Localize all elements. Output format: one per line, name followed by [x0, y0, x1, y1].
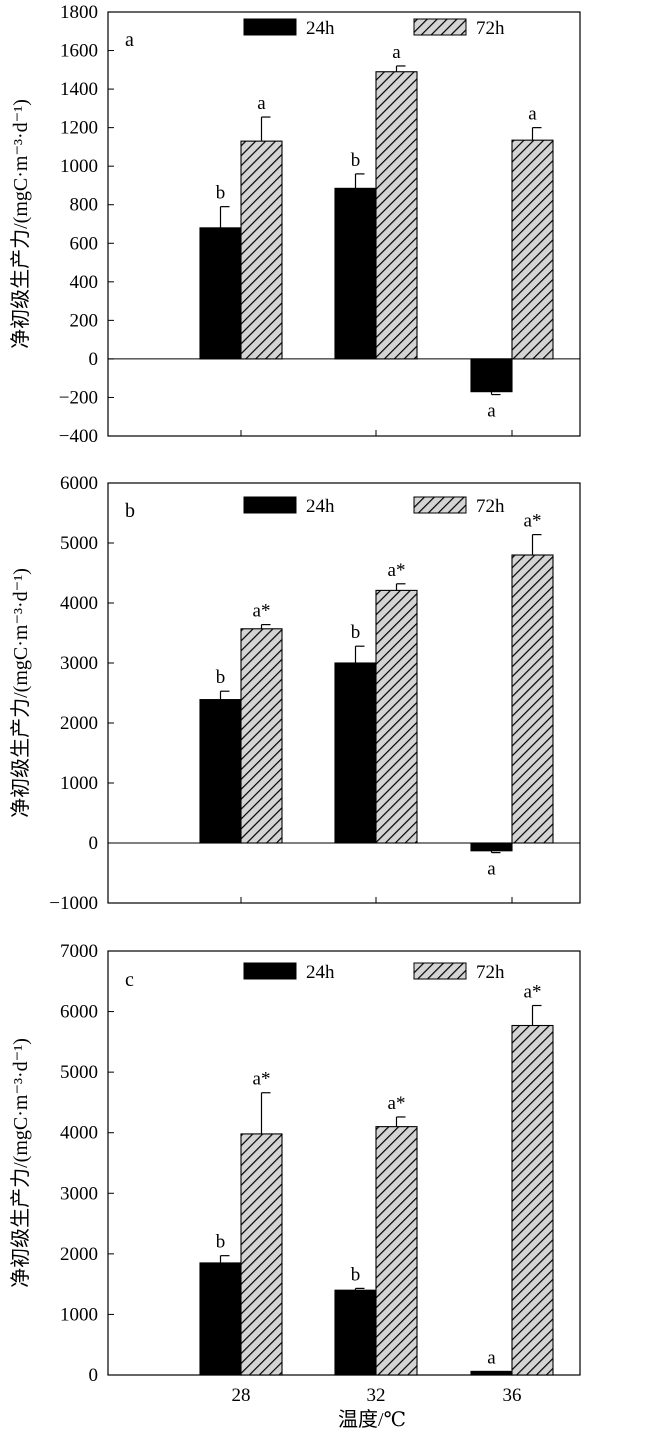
chart-panel-c: 0 1000 2000 3000 4000 5000 6000 7000 28 32 36 净初级生产…	[9, 941, 581, 1406]
significance-label: a	[392, 42, 401, 63]
y-tick-label: 1200	[60, 118, 98, 139]
bar-24h-32	[334, 1289, 377, 1376]
panel-letter: c	[125, 969, 134, 991]
significance-label: b	[216, 1232, 226, 1253]
significance-label: a	[528, 104, 537, 125]
bar-24h-28	[199, 699, 242, 844]
y-tick-label: 4000	[60, 593, 98, 614]
y-tick-label: −1000	[49, 893, 98, 914]
y-tick-label: 3000	[60, 1183, 98, 1204]
plot-frame	[107, 11, 581, 437]
significance-label: a	[487, 1347, 496, 1368]
y-tick-label: −400	[59, 426, 98, 447]
legend-swatch-72h	[413, 18, 467, 36]
legend-swatch-24h	[243, 18, 297, 36]
y-tick-label: 400	[70, 272, 99, 293]
legend-swatch-24h	[243, 962, 297, 980]
bar-24h-36	[470, 358, 513, 393]
y-tick-label: 1600	[60, 41, 98, 62]
chart-panel-b: −1000 0 1000 2000 3000 4000 5000 6000 净初级生产力/(mg…	[9, 473, 581, 914]
y-tick-label: 2000	[60, 1244, 98, 1265]
panel-letter: a	[125, 29, 134, 51]
chart-panel-a: −400 −200 0 200 400 600 800 1000 1200 1400 1600 180…	[9, 2, 581, 447]
legend-swatch-24h	[243, 496, 297, 514]
plot-frame	[107, 482, 581, 904]
y-tick-label: 6000	[60, 473, 98, 494]
bar-72h-36	[511, 554, 554, 844]
bar-24h-28	[199, 227, 242, 360]
significance-label: a*	[524, 982, 542, 1003]
y-tick-label: 0	[89, 1365, 99, 1386]
significance-label: b	[351, 1264, 361, 1285]
y-tick-label: 1400	[60, 79, 98, 100]
bar-24h-28	[199, 1262, 242, 1376]
y-axis-title: 净初级生产力/(mgC·m⁻³·d⁻¹)	[9, 99, 32, 349]
y-tick-label: 1000	[60, 1304, 98, 1325]
panel-letter: b	[125, 500, 135, 522]
bar-24h-32	[334, 662, 377, 844]
y-tick-label: 7000	[60, 941, 98, 962]
bar-24h-32	[334, 187, 377, 360]
significance-label: b	[216, 183, 226, 204]
y-tick-label: 2000	[60, 713, 98, 734]
y-tick-label: 6000	[60, 1002, 98, 1023]
legend-label-24h: 24h	[306, 496, 335, 517]
significance-label: a*	[524, 511, 542, 532]
y-tick-label: −200	[59, 387, 98, 408]
x-tick-label: 28	[232, 1385, 251, 1406]
legend-swatch-72h	[413, 962, 467, 980]
significance-label: a*	[253, 1069, 271, 1090]
significance-label: b	[351, 150, 361, 171]
y-tick-label: 0	[89, 349, 99, 370]
significance-label: a*	[253, 601, 271, 622]
legend-label-24h: 24h	[306, 962, 335, 983]
significance-label: a	[487, 859, 496, 880]
legend-label-72h: 72h	[476, 962, 505, 983]
y-tick-label: 1000	[60, 773, 98, 794]
legend-label-72h: 72h	[476, 18, 505, 39]
bar-24h-36	[470, 1370, 513, 1376]
legend-label-24h: 24h	[306, 18, 335, 39]
y-tick-label: 600	[70, 233, 99, 254]
y-axis-title: 净初级生产力/(mgC·m⁻³·d⁻¹)	[9, 568, 32, 818]
bar-72h-36	[511, 139, 554, 360]
y-tick-label: 5000	[60, 533, 98, 554]
y-tick-label: 1000	[60, 156, 98, 177]
legend-label-72h: 72h	[476, 496, 505, 517]
y-tick-label: 1800	[60, 2, 98, 23]
y-tick-label: 4000	[60, 1123, 98, 1144]
significance-label: a*	[388, 560, 406, 581]
significance-label: b	[216, 667, 226, 688]
y-tick-label: 800	[70, 195, 99, 216]
bar-72h-32	[375, 71, 418, 360]
bar-72h-28	[240, 1133, 283, 1376]
y-tick-label: 0	[89, 833, 99, 854]
bar-72h-28	[240, 628, 283, 844]
bar-72h-32	[375, 1126, 418, 1376]
bar-24h-36	[470, 842, 513, 852]
x-tick-label: 32	[367, 1385, 386, 1406]
significance-label: a	[487, 401, 496, 422]
bar-72h-32	[375, 589, 418, 844]
x-axis-title: 温度/℃	[338, 1408, 406, 1431]
y-tick-label: 3000	[60, 653, 98, 674]
legend-swatch-72h	[413, 496, 467, 514]
x-tick-label: 36	[503, 1385, 522, 1406]
significance-label: a	[257, 93, 266, 114]
bar-72h-36	[511, 1024, 554, 1376]
y-axis-title: 净初级生产力/(mgC·m⁻³·d⁻¹)	[9, 1038, 32, 1288]
bar-72h-28	[240, 140, 283, 360]
significance-label: a*	[388, 1093, 406, 1114]
y-tick-label: 5000	[60, 1062, 98, 1083]
y-tick-label: 200	[70, 310, 99, 331]
significance-label: b	[351, 622, 361, 643]
